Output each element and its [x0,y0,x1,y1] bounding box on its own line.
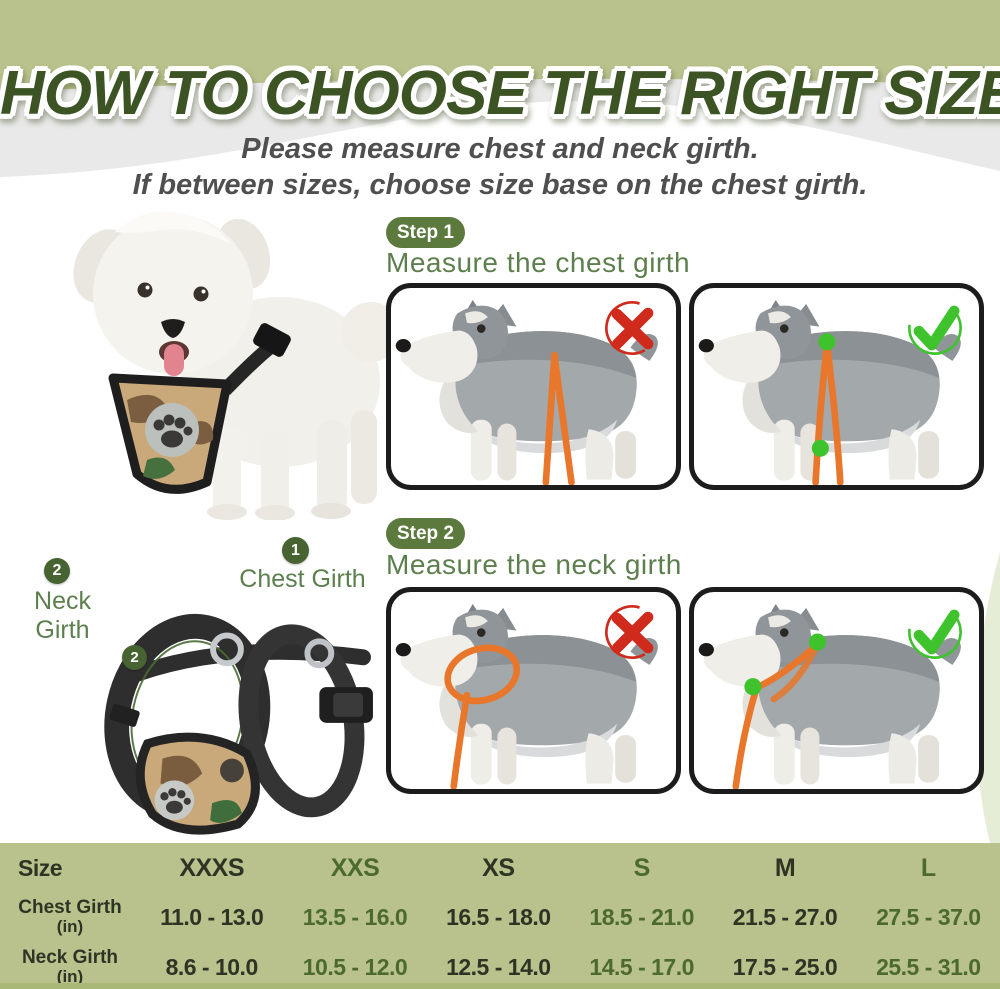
table-cell: 18.5 - 21.0 [589,903,694,930]
table-cell: 8.6 - 10.0 [165,953,259,980]
step-2-correct-photo [689,587,984,794]
table-cell: 11.0 - 13.0 [160,903,264,930]
table-row-label-chest: Chest Girth (in) [18,897,122,936]
buckle-icon [319,687,373,723]
red-x-icon [600,296,664,360]
d-ring-icon [210,632,244,667]
table-row-label-neck: Neck Girth (in) [21,947,119,986]
green-check-icon [903,296,967,360]
paw-print-icon [145,403,199,457]
measure-point-dot [808,633,827,651]
schnauzer-wrong-neck-measure [395,604,658,789]
step-1-instruction: Measure the chest girth [386,247,691,278]
schnauzer-correct-chest-measure [698,300,961,485]
size-table: Size XXXS XXS XS S M L Chest Girth (in) … [0,843,1000,989]
schnauzer-correct-neck-measure [698,604,961,789]
step-1-photos [386,283,986,490]
step-1-badge: Step 1 [386,217,465,248]
table-header-s: S [633,853,651,882]
red-x-icon [600,600,664,664]
measure-point-dot [811,439,829,457]
table-header-xxs: XXS [330,853,380,882]
chest-girth-label: Chest Girth [239,565,366,593]
d-ring-icon [304,638,335,669]
table-cell: 17.5 - 25.0 [732,953,838,980]
table-cell: 16.5 - 18.0 [446,903,551,930]
table-cell: 25.5 - 31.0 [876,953,981,980]
paw-print-icon [154,780,195,821]
green-check-icon [903,600,967,664]
table-header-xxxs: XXXS [179,853,245,882]
table-header-l: L [920,853,936,882]
table-header-size: Size [18,854,63,881]
subtitle-line-1: Please measure chest and neck girth. [241,133,759,165]
page-title: HOW TO CHOOSE THE RIGHT SIZE [0,58,1000,128]
table-cell: 12.5 - 14.0 [446,953,551,980]
tongue [164,344,184,376]
table-header-xs: XS [482,853,515,882]
neck-girth-number-badge: 2 [44,558,70,584]
measuring-tape [444,644,521,789]
measuring-tape [812,340,844,485]
measure-point-dot [744,678,762,696]
table-cell: 10.5 - 12.0 [302,953,408,980]
dog-wearing-harness-photo [73,211,390,520]
table-cell: 21.5 - 27.0 [732,903,838,930]
table-cell: 13.5 - 16.0 [302,903,408,930]
neck-girth-label: Neck Girth [34,587,91,644]
table-cell: 14.5 - 17.0 [589,953,694,980]
table-cell: 27.5 - 37.0 [876,903,981,930]
step-2-wrong-photo [386,587,681,794]
step-2-badge: Step 2 [386,518,465,549]
step-1-wrong-photo [386,283,681,490]
step-2-photos [386,587,986,794]
schnauzer-wrong-chest-measure [395,300,658,485]
table-header-m: M [774,853,796,882]
step-2-instruction: Measure the neck girth [386,549,682,580]
neck-strap-number-badge: 2 [122,645,147,670]
measuring-tape [542,351,575,485]
table-bottom-edge [0,983,1000,989]
measure-point-dot [818,333,836,351]
harness-product-photo [104,613,373,835]
chest-girth-number-badge: 1 [282,537,309,564]
subtitle-line-2: If between sizes, choose size base on th… [132,169,868,201]
step-1-correct-photo [689,283,984,490]
